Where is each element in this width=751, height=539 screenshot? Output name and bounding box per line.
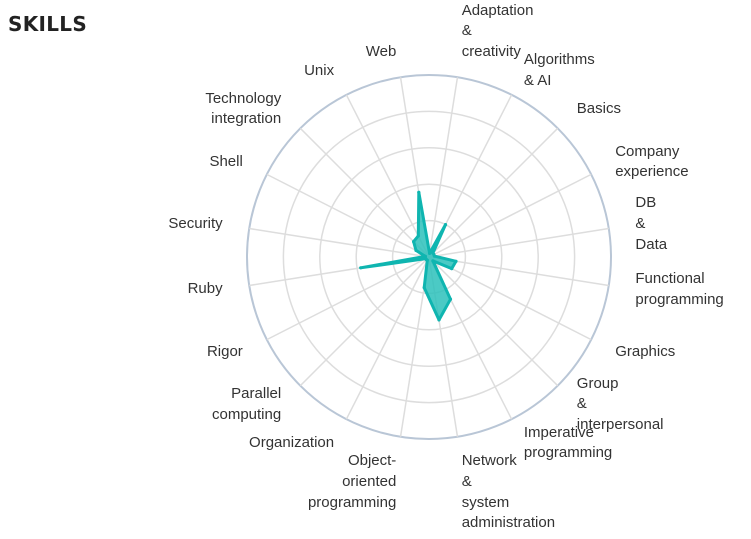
radar-spoke (428, 256, 592, 341)
axis-label: Group & interpersonal (577, 374, 664, 436)
axis-label-line: creativity (461, 42, 521, 60)
radar-data-point (454, 259, 458, 263)
radar-spoke (266, 173, 430, 258)
axis-label: Web (366, 42, 397, 63)
axis-label-line: Organization (249, 433, 335, 451)
radar-data-point (443, 223, 448, 227)
axis-label-line: interpersonal (576, 416, 664, 434)
axis-label: Unix (304, 61, 334, 82)
axis-label-line: Security (168, 215, 223, 232)
axis-label: Network & system administration (462, 451, 555, 533)
radar-ring (282, 110, 576, 404)
radar-data-point (432, 254, 436, 258)
axis-label-line: Technology (205, 89, 282, 107)
axis-label-line: Imperative (523, 423, 594, 441)
axis-label-line: integration (211, 110, 282, 128)
radar-data-point (414, 248, 418, 252)
axis-label-line: oriented (342, 472, 397, 490)
axis-label-line: & (635, 214, 646, 232)
radar-spoke (428, 127, 559, 258)
radar-series-area (359, 190, 458, 322)
radar-data-point (450, 267, 454, 271)
radar-spoke (249, 227, 430, 258)
axis-label-line: programming (307, 493, 397, 511)
axis-label-line: experience (615, 163, 689, 181)
radar-data-point (431, 259, 435, 263)
axis-label: DB & Data (635, 193, 667, 255)
axis-label: Shell (209, 152, 242, 173)
axis-label: Imperative programming (524, 423, 612, 464)
axis-label-line: Functional (635, 270, 705, 288)
axis-label-line: DB (635, 194, 657, 212)
axis-label: Adaptation & creativity (462, 1, 534, 63)
radar-data-point (412, 240, 416, 244)
axis-label: Basics (577, 99, 621, 120)
radar-spoke (428, 256, 559, 387)
axis-label: Organization (249, 433, 334, 454)
radar-data-point (428, 251, 432, 255)
axis-label-line: Algorithms (523, 51, 595, 69)
axis-label: Security (168, 214, 222, 235)
axis-label-line: Shell (209, 152, 243, 170)
radar-spoke (299, 127, 430, 258)
radar-spoke (428, 256, 609, 287)
axis-label-line: Web (365, 43, 397, 60)
radar-ring (319, 147, 539, 367)
radar-spoke (428, 173, 592, 258)
radar-outer-ring (246, 74, 612, 440)
axis-label-line: Data (635, 235, 668, 253)
axis-label-line: Ruby (187, 280, 223, 298)
axis-label-line: Parallel (231, 385, 282, 403)
page-title: SKILLS (8, 12, 88, 36)
axis-label-line: programming (635, 290, 724, 308)
axis-label-line: Object- (347, 452, 397, 470)
radar-data-point (437, 318, 441, 322)
axis-label: Algorithms & AI (524, 50, 595, 91)
radar-data-point (423, 254, 427, 258)
radar-spoke (266, 256, 430, 341)
axis-label-line: Basics (576, 99, 621, 117)
radar-ring (355, 183, 503, 331)
radar-spoke (345, 256, 430, 420)
radar-data-point (448, 297, 453, 301)
axis-label: Object-oriented programming (308, 451, 396, 513)
axis-label-line: Network (461, 452, 517, 470)
radar-data-point (416, 234, 420, 238)
radar-spoke (428, 227, 609, 258)
axis-label-line: Adaptation (461, 1, 534, 19)
axis-label-line: & AI (523, 71, 552, 89)
axis-label: Technology integration (205, 89, 281, 130)
axis-label: Company experience (615, 142, 688, 183)
axis-label-line: & (461, 472, 472, 490)
axis-label-line: Unix (304, 61, 335, 79)
axis-label: Ruby (188, 279, 223, 300)
axis-label-line: administration (461, 514, 556, 532)
axis-label: Parallel computing (212, 384, 281, 425)
radar-data-point (422, 286, 426, 290)
radar-data-point (417, 190, 421, 194)
axis-label-line: Graphics (615, 342, 676, 360)
axis-label-line: Group (576, 374, 619, 392)
axis-label-line: & (576, 395, 587, 413)
radar-spoke (428, 77, 459, 258)
axis-label: Functional programming (635, 269, 723, 310)
axis-label: Rigor (207, 342, 243, 363)
axis-label-line: Company (615, 142, 680, 160)
radar-data-point (359, 266, 363, 270)
axis-label: Graphics (615, 342, 675, 363)
radar-spoke (299, 256, 430, 387)
axis-label-line: programming (523, 444, 613, 462)
radar-spoke (345, 94, 430, 258)
axis-label-line: & (461, 22, 472, 40)
axis-label-line: Rigor (206, 342, 243, 360)
axis-label-line: system (461, 493, 510, 511)
axis-label-line: computing (211, 405, 282, 423)
